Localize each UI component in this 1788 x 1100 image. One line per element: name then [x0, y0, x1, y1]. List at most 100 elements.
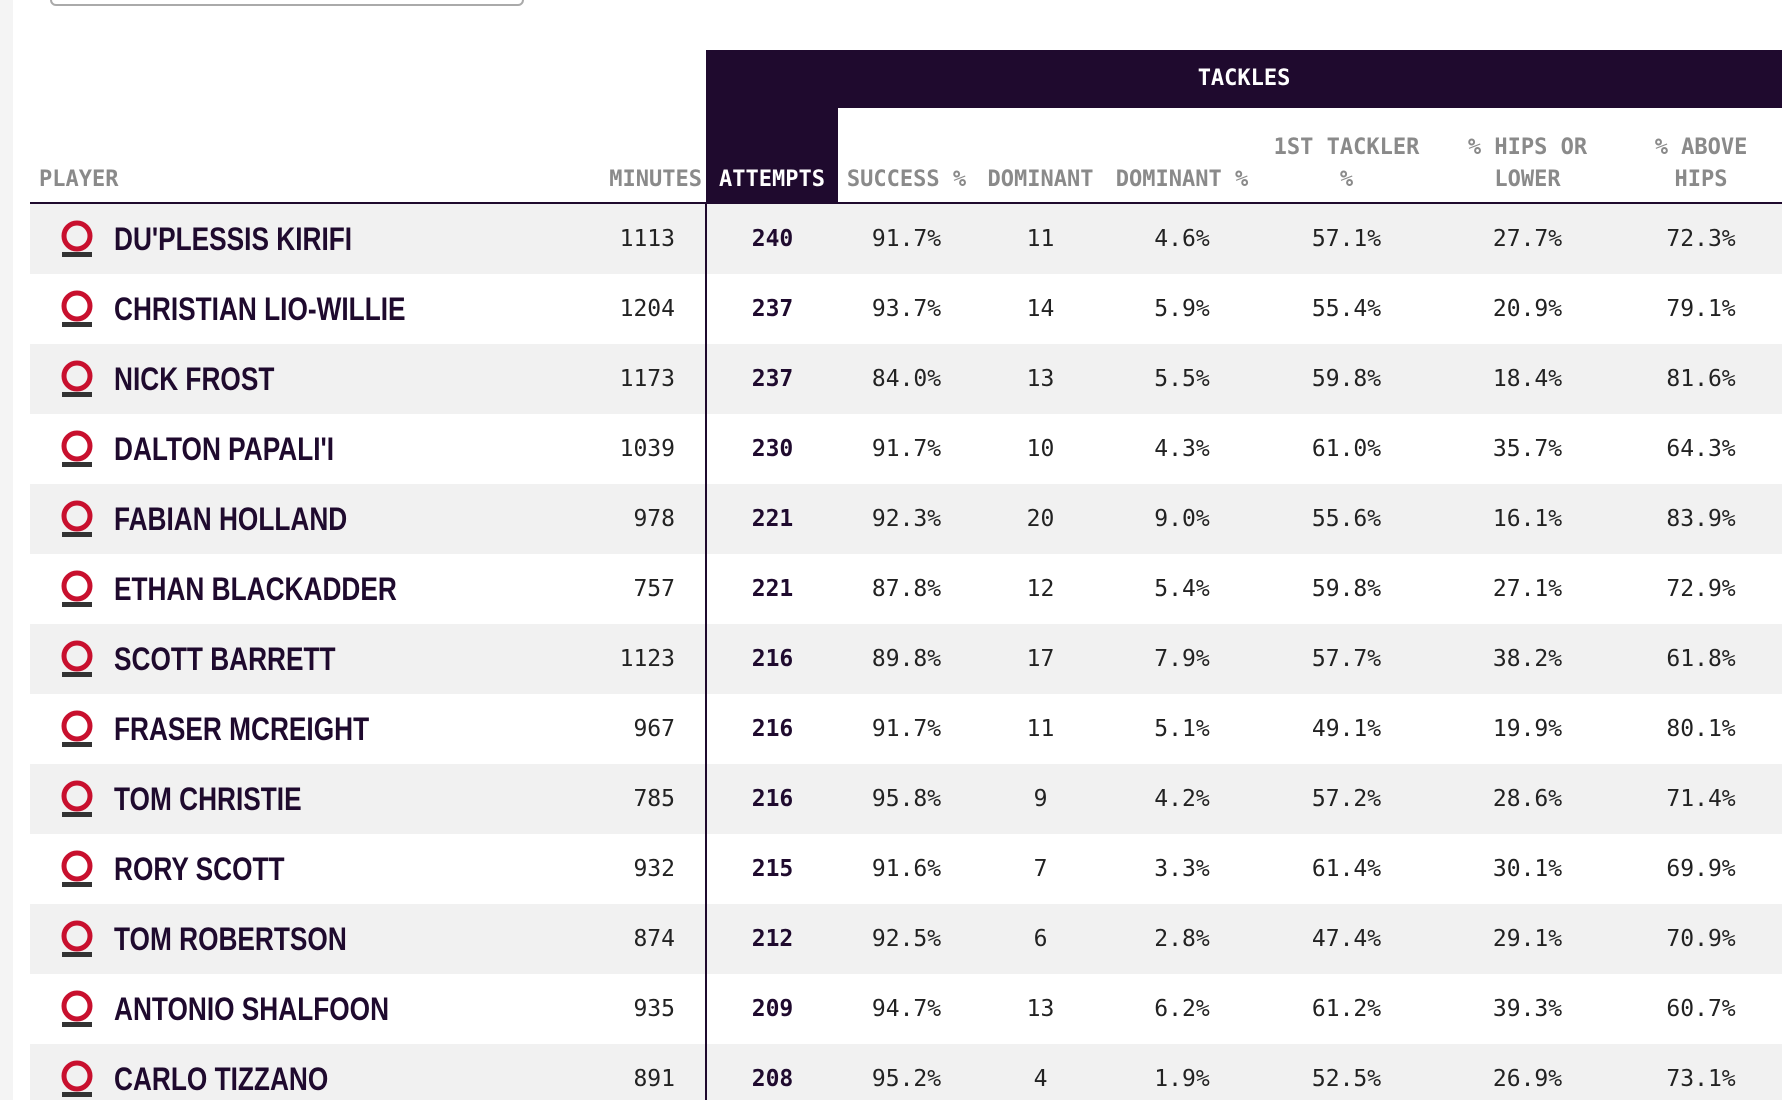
stat-cell: 57.2% [1258, 764, 1435, 834]
column-header[interactable]: PLAYER [30, 108, 570, 204]
stat-cell: 785 [570, 764, 706, 834]
player-name[interactable]: TOM CHRISTIE [114, 780, 302, 817]
player-row[interactable]: ETHAN BLACKADDER 757 221 87.8% 12 5.4% 59.8% 27… [30, 554, 1782, 624]
column-header[interactable]: % HIPS OR LOWER [1435, 108, 1620, 204]
stat-cell: 5.4% [1154, 576, 1210, 602]
stat-cell: 30.1% [1492, 856, 1563, 882]
player: ETHAN BLACKADDER [30, 566, 570, 612]
stat-cell: 240 [705, 203, 838, 274]
stat-cell: 16.1% [1435, 484, 1620, 554]
team-logo [61, 220, 93, 257]
stat-cell: 49.1% [1311, 716, 1382, 742]
stat-cell: 932 [633, 856, 675, 882]
player-cell: ANTONIO SHALFOON [30, 974, 570, 1044]
player-cell: TOM CHRISTIE [30, 764, 570, 834]
stat-cell: 93.7% [871, 296, 942, 322]
stat-cell: 61.2% [1311, 996, 1382, 1022]
stat-cell: 73.1% [1620, 1044, 1783, 1100]
stat-cell: 978 [570, 484, 706, 554]
player-name[interactable]: RORY SCOTT [114, 850, 285, 887]
player-name[interactable]: CARLO TIZZANO [114, 1060, 329, 1097]
team-logo [61, 360, 93, 397]
player-row[interactable]: CHRISTIAN LIO-WILLIE 1204 237 93.7% 14 5.9% 55… [30, 274, 1782, 344]
player: FABIAN HOLLAND [30, 496, 570, 542]
player-cell: FABIAN HOLLAND [30, 484, 570, 554]
stat-cell: 92.5% [838, 904, 975, 974]
stat-cell: 17 [975, 624, 1106, 694]
stat-cell: 12 [1026, 576, 1055, 602]
column-header[interactable]: DOMINANT [975, 108, 1106, 204]
stat-cell: 47.4% [1258, 904, 1435, 974]
player: SCOTT BARRETT [30, 636, 570, 682]
stat-cell: 91.6% [871, 856, 942, 882]
stat-cell: 221 [705, 484, 838, 554]
player-name[interactable]: ETHAN BLACKADDER [114, 570, 397, 607]
stat-cell: 212 [705, 904, 838, 974]
stat-cell: 10 [1026, 436, 1055, 462]
stat-cell: 14 [1026, 296, 1055, 322]
stat-cell: 1123 [570, 624, 706, 694]
stat-cell: 70.9% [1620, 904, 1783, 974]
stat-cell: 4.2% [1106, 764, 1258, 834]
player-name[interactable]: CHRISTIAN LIO-WILLIE [114, 290, 406, 327]
column-header[interactable]: ATTEMPTS [706, 108, 838, 204]
stat-cell: 4.6% [1106, 203, 1258, 274]
player: RORY SCOTT [30, 846, 570, 892]
stat-cell: 59.8% [1311, 576, 1382, 602]
stat-cell: 216 [705, 694, 838, 764]
player-row[interactable]: RORY SCOTT 932 215 91.6% 7 3.3% 61.4% 30.1% 69.9… [30, 834, 1782, 904]
stat-cell: 3.3% [1154, 856, 1210, 882]
player: TOM ROBERTSON [30, 916, 570, 962]
stat-cell: 4.3% [1154, 436, 1210, 462]
player-row[interactable]: FABIAN HOLLAND 978 221 92.3% 20 9.0% 55.6% 16.1… [30, 484, 1783, 554]
stat-cell: 87.8% [871, 576, 942, 602]
player-name[interactable]: TOM ROBERTSON [114, 920, 347, 957]
group-header: TACKLES [706, 50, 1783, 108]
player-row[interactable]: DU'PLESSIS KIRIFI 1113 240 91.7% 11 4.6% 57.1%… [30, 203, 1783, 274]
player: CARLO TIZZANO [30, 1056, 570, 1100]
player-name[interactable]: SCOTT BARRETT [114, 640, 336, 677]
player-row[interactable]: TOM CHRISTIE 785 216 95.8% 9 4.2% 57.2% 28.6% 71… [30, 764, 1783, 834]
stat-cell: 89.8% [838, 624, 975, 694]
stat-cell: 27.1% [1492, 576, 1563, 602]
stat-cell: 35.7% [1492, 436, 1563, 462]
player-row[interactable]: ANTONIO SHALFOON 935 209 94.7% 13 6.2% 61.2% 39… [30, 974, 1782, 1044]
stat-cell: 237 [705, 344, 838, 414]
player-name[interactable]: DALTON PAPALI'I [114, 430, 335, 467]
stat-cell: 209 [705, 974, 838, 1044]
player-row[interactable]: CARLO TIZZANO 891 208 95.2% 4 1.9% 52.5% 26.9% 7… [30, 1044, 1783, 1100]
stat-cell: 95.8% [838, 764, 975, 834]
player-row[interactable]: SCOTT BARRETT 1123 216 89.8% 17 7.9% 57.7% 38.2… [30, 624, 1783, 694]
column-header[interactable]: MINUTES [570, 108, 706, 204]
player-name[interactable]: NICK FROST [114, 360, 275, 397]
player-row[interactable]: FRASER MCREIGHT 967 216 91.7% 11 5.1% 49.1% 19.… [30, 694, 1782, 764]
stat-cell: 1039 [619, 436, 675, 462]
player-name[interactable]: FABIAN HOLLAND [114, 500, 348, 537]
search-box[interactable] [50, 0, 524, 6]
player-name[interactable]: DU'PLESSIS KIRIFI [114, 220, 353, 257]
player-row[interactable]: NICK FROST 1173 237 84.0% 13 5.5% 59.8% 18.4% 81… [30, 344, 1783, 414]
stat-cell: 13 [1026, 996, 1055, 1022]
stat-cell: 230 [705, 414, 838, 484]
column-header[interactable]: DOMINANT % [1106, 108, 1258, 204]
table-body: DU'PLESSIS KIRIFI 1113 240 91.7% 11 4.6% 57.1%… [30, 203, 1783, 1100]
player-name[interactable]: ANTONIO SHALFOON [114, 990, 390, 1027]
stat-cell: 57.1% [1258, 203, 1435, 274]
column-header[interactable]: % ABOVE HIPS [1620, 108, 1783, 204]
column-header[interactable]: SUCCESS % [838, 108, 975, 204]
stat-cell: 91.7% [871, 436, 942, 462]
stat-cell: 19.9% [1492, 716, 1563, 742]
column-header[interactable]: 1ST TACKLER % [1258, 108, 1435, 204]
stat-cell: 7 [1033, 856, 1048, 882]
stat-cell: 1204 [619, 296, 675, 322]
player-row[interactable]: DALTON PAPALI'I 1039 230 91.7% 10 4.3% 61.0% 35… [30, 414, 1782, 484]
stat-cell: 891 [570, 1044, 706, 1100]
stat-cell: 2.8% [1106, 904, 1258, 974]
player: FRASER MCREIGHT [30, 706, 570, 752]
stat-cell: 61.4% [1311, 856, 1382, 882]
player-cell: FRASER MCREIGHT [30, 694, 570, 764]
player-name[interactable]: FRASER MCREIGHT [114, 710, 370, 747]
player-row[interactable]: TOM ROBERTSON 874 212 92.5% 6 2.8% 47.4% 29.1% 7… [30, 904, 1783, 974]
